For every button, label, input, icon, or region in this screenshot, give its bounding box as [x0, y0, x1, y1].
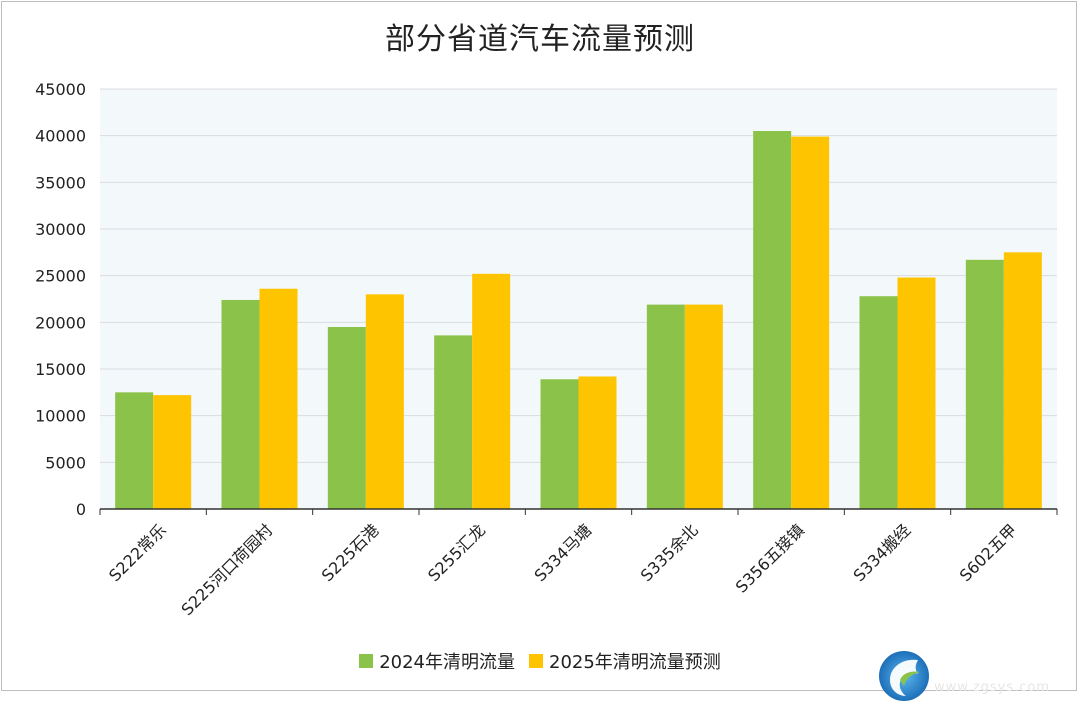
- y-tick-label: 30000: [35, 220, 86, 239]
- bar-2025: [1003, 252, 1042, 510]
- bar-2025: [472, 273, 511, 509]
- bar-2025: [365, 294, 404, 509]
- y-tick-label: 40000: [35, 127, 86, 146]
- bar-2024: [327, 327, 366, 509]
- bar-2024: [115, 392, 154, 509]
- bar-2024: [434, 335, 473, 509]
- bar-2025: [259, 288, 298, 509]
- legend-swatch-2025: [529, 654, 543, 668]
- y-tick-label: 15000: [35, 360, 86, 379]
- y-tick-label: 35000: [35, 173, 86, 192]
- bar-2024: [646, 304, 685, 509]
- y-tick-label: 20000: [35, 313, 86, 332]
- legend-item-2024[interactable]: 2024年清明流量: [359, 648, 515, 674]
- x-tick-label: S602五甲: [956, 520, 1021, 585]
- y-tick-label: 0: [76, 500, 86, 519]
- y-tick-label: 45000: [35, 80, 86, 99]
- bar-2024: [221, 299, 260, 509]
- x-tick-label: S222常乐: [105, 520, 170, 585]
- x-tick-label: S225石港: [318, 520, 383, 585]
- bar-2024: [540, 379, 579, 509]
- bar-2024: [965, 259, 1004, 509]
- legend-label-2025: 2025年清明流量预测: [549, 652, 721, 673]
- x-tick-label: S356五接镇: [732, 520, 808, 596]
- y-tick-label: 25000: [35, 267, 86, 286]
- x-tick-label: S225河口荷园村: [178, 520, 277, 619]
- y-tick-label: 5000: [45, 453, 86, 472]
- bar-2025: [897, 277, 936, 509]
- chart-legend: 2024年清明流量 2025年清明流量预测: [0, 648, 1080, 674]
- bar-2025: [578, 376, 617, 509]
- bar-2025: [684, 304, 723, 509]
- x-tick-label: S334马塘: [530, 520, 595, 585]
- watermark-text: www.zgsys.com: [934, 680, 1051, 695]
- legend-item-2025[interactable]: 2025年清明流量预测: [529, 648, 721, 674]
- bar-2025: [153, 395, 192, 509]
- chart-title: 部分省道汽车流量预测: [385, 22, 695, 57]
- x-tick-label: S335余北: [637, 520, 702, 585]
- bar-2024: [753, 131, 792, 509]
- y-tick-label: 10000: [35, 407, 86, 426]
- bar-2025: [791, 136, 830, 509]
- x-tick-label: S255汇龙: [424, 520, 489, 585]
- legend-label-2024: 2024年清明流量: [379, 652, 515, 673]
- logo-icon: [879, 651, 929, 701]
- bar-2024: [859, 296, 898, 509]
- legend-swatch-2024: [359, 654, 374, 668]
- x-tick-label: S334搬经: [849, 520, 914, 585]
